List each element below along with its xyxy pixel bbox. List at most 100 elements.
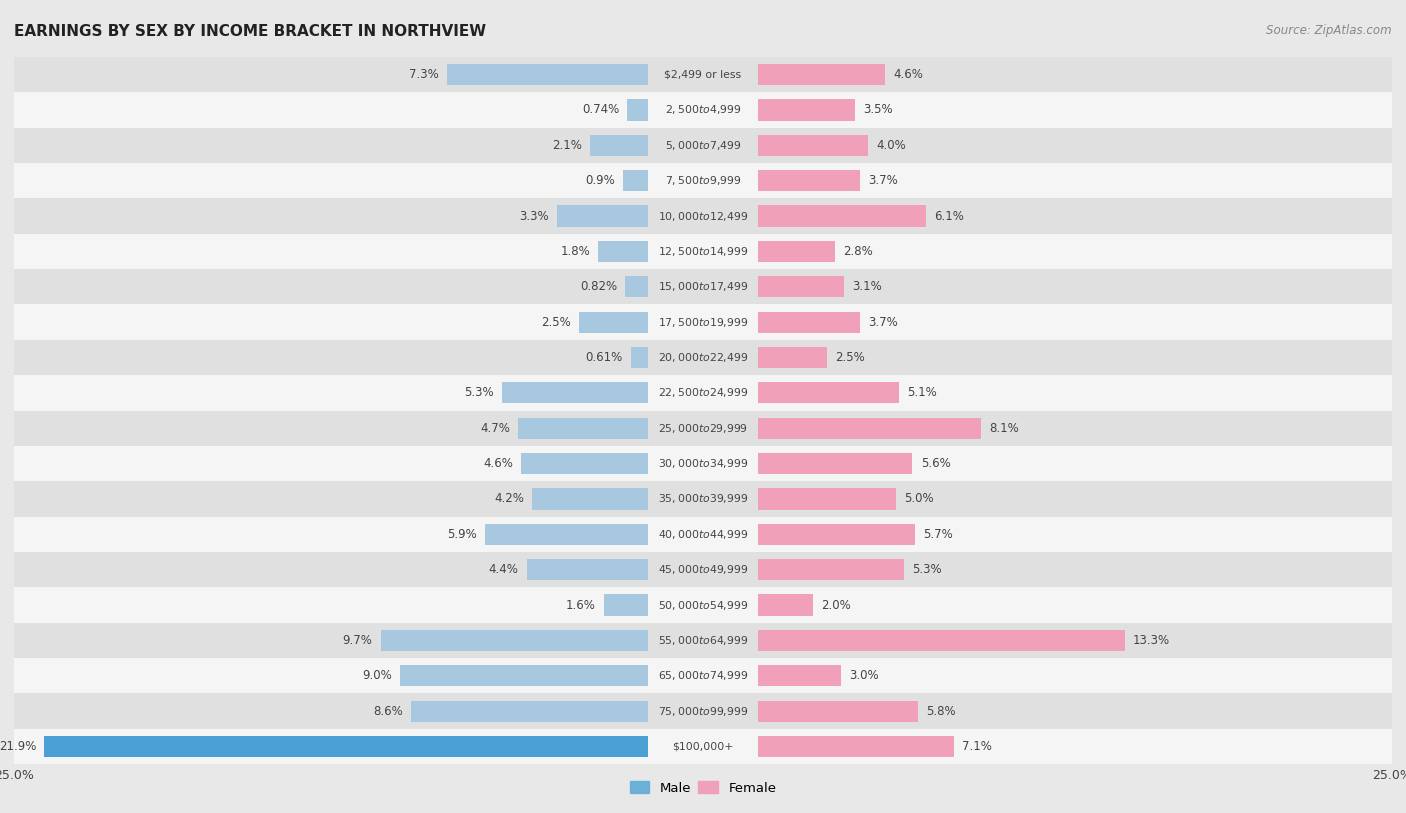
Text: $15,000 to $17,499: $15,000 to $17,499 [658,280,748,293]
Bar [527,559,648,580]
Text: 5.8%: 5.8% [927,705,956,718]
Text: 3.3%: 3.3% [519,210,548,223]
Text: 5.6%: 5.6% [921,457,950,470]
Bar [631,347,648,368]
Bar [14,304,1392,340]
Bar [557,206,648,227]
Text: 9.7%: 9.7% [343,634,373,647]
Bar [531,489,648,510]
Bar [758,382,898,403]
Bar [758,524,915,545]
Text: $100,000+: $100,000+ [672,741,734,751]
Text: 3.7%: 3.7% [869,315,898,328]
Bar [14,340,1392,375]
Bar [758,170,860,191]
Bar [522,453,648,474]
Bar [381,630,648,651]
Text: 5.0%: 5.0% [904,493,934,506]
Text: $75,000 to $99,999: $75,000 to $99,999 [658,705,748,718]
Bar [502,382,648,403]
Bar [14,198,1392,234]
Bar [758,559,904,580]
Bar [14,376,1392,411]
Text: 9.0%: 9.0% [361,669,392,682]
Bar [14,587,1392,623]
Bar [14,233,1392,269]
Bar [591,135,648,156]
Text: $10,000 to $12,499: $10,000 to $12,499 [658,210,748,223]
Text: $30,000 to $34,999: $30,000 to $34,999 [658,457,748,470]
Bar [14,92,1392,128]
Bar [758,489,896,510]
Text: 3.0%: 3.0% [849,669,879,682]
Text: 5.9%: 5.9% [447,528,477,541]
Bar [14,623,1392,659]
Text: 4.4%: 4.4% [488,563,519,576]
Bar [14,517,1392,552]
Text: 4.6%: 4.6% [893,68,922,81]
Text: 3.7%: 3.7% [869,174,898,187]
Bar [758,241,835,262]
Text: $17,500 to $19,999: $17,500 to $19,999 [658,315,748,328]
Text: 5.7%: 5.7% [924,528,953,541]
Bar [758,630,1125,651]
Bar [14,269,1392,304]
Bar [14,128,1392,163]
Text: 8.6%: 8.6% [373,705,402,718]
Bar [758,418,981,439]
Text: $2,500 to $4,999: $2,500 to $4,999 [665,103,741,116]
Text: 2.5%: 2.5% [835,351,865,364]
Text: 2.0%: 2.0% [821,598,851,611]
Text: 3.1%: 3.1% [852,280,882,293]
Bar [399,665,648,686]
Bar [14,411,1392,446]
Text: $12,500 to $14,999: $12,500 to $14,999 [658,245,748,258]
Bar [485,524,648,545]
Text: 0.74%: 0.74% [582,103,619,116]
Bar [758,64,884,85]
Bar [758,99,855,120]
Bar [447,64,648,85]
Text: 1.8%: 1.8% [560,245,591,258]
Bar [758,701,918,722]
Text: 7.1%: 7.1% [962,740,991,753]
Bar [758,665,841,686]
Text: EARNINGS BY SEX BY INCOME BRACKET IN NORTHVIEW: EARNINGS BY SEX BY INCOME BRACKET IN NOR… [14,24,486,39]
Text: $2,499 or less: $2,499 or less [665,70,741,80]
Text: 13.3%: 13.3% [1133,634,1170,647]
Text: 6.1%: 6.1% [935,210,965,223]
Bar [626,276,648,298]
Bar [14,446,1392,481]
Text: $45,000 to $49,999: $45,000 to $49,999 [658,563,748,576]
Legend: Male, Female: Male, Female [624,776,782,800]
Text: 0.61%: 0.61% [585,351,623,364]
Bar [14,659,1392,693]
Bar [14,163,1392,198]
Text: 4.0%: 4.0% [876,139,907,152]
Bar [599,241,648,262]
Text: 7.3%: 7.3% [409,68,439,81]
Bar [758,206,927,227]
Text: 5.3%: 5.3% [912,563,942,576]
Bar [758,594,813,615]
Bar [14,693,1392,729]
Bar [603,594,648,615]
Text: 1.6%: 1.6% [565,598,596,611]
Text: $5,000 to $7,499: $5,000 to $7,499 [665,139,741,152]
Text: 0.82%: 0.82% [579,280,617,293]
Bar [411,701,648,722]
Bar [758,736,953,757]
Text: 8.1%: 8.1% [990,422,1019,435]
Text: $65,000 to $74,999: $65,000 to $74,999 [658,669,748,682]
Text: $20,000 to $22,499: $20,000 to $22,499 [658,351,748,364]
Text: $25,000 to $29,999: $25,000 to $29,999 [658,422,748,435]
Text: 4.6%: 4.6% [484,457,513,470]
Bar [627,99,648,120]
Bar [758,453,912,474]
Text: Source: ZipAtlas.com: Source: ZipAtlas.com [1267,24,1392,37]
Text: 21.9%: 21.9% [0,740,37,753]
Bar [758,311,860,333]
Text: $7,500 to $9,999: $7,500 to $9,999 [665,174,741,187]
Text: 0.9%: 0.9% [585,174,614,187]
Bar [758,135,869,156]
